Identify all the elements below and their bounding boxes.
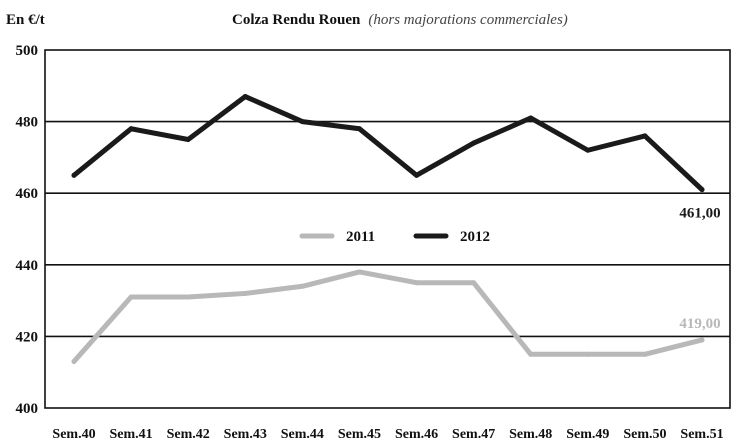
data-point-2011 <box>356 269 362 275</box>
y-axis-unit-label: En €/t <box>6 12 45 28</box>
data-point-2011 <box>585 351 591 357</box>
data-point-2012 <box>414 172 420 178</box>
y-tick-label: 480 <box>16 115 39 131</box>
data-point-2011 <box>242 290 248 296</box>
data-point-2012 <box>585 147 591 153</box>
x-tick-label: Sem.51 <box>680 427 723 442</box>
chart-subtitle: (hors majorations commerciales) <box>368 12 568 28</box>
x-tick-label: Sem.42 <box>167 427 210 442</box>
end-value-label-2012: 461,00 <box>679 206 720 222</box>
legend-label-2012: 2012 <box>460 229 490 245</box>
data-point-2012 <box>471 140 477 146</box>
legend-label-2011: 2011 <box>346 229 375 245</box>
x-tick-label: Sem.49 <box>566 427 609 442</box>
x-tick-label: Sem.43 <box>224 427 267 442</box>
data-point-2011 <box>471 280 477 286</box>
x-tick-label: Sem.45 <box>338 427 381 442</box>
x-tick-label: Sem.50 <box>623 427 666 442</box>
series-line-2011 <box>71 269 705 364</box>
chart-title: Colza Rendu Rouen (hors majorations comme… <box>232 12 568 29</box>
data-point-2012 <box>699 187 705 193</box>
end-value-label-2011: 419,00 <box>679 316 720 332</box>
x-tick-label: Sem.44 <box>281 427 324 442</box>
x-tick-label: Sem.48 <box>509 427 552 442</box>
chart-title-main: Colza Rendu Rouen <box>232 12 361 28</box>
plot-frame <box>44 49 731 409</box>
data-point-2012 <box>642 133 648 139</box>
data-point-2012 <box>356 126 362 132</box>
data-point-2011 <box>528 351 534 357</box>
y-tick-label: 460 <box>16 186 39 202</box>
x-tick-label: Sem.40 <box>52 427 95 442</box>
x-tick-label: Sem.46 <box>395 427 438 442</box>
x-tick-label: Sem.41 <box>110 427 153 442</box>
y-tick-label: 440 <box>16 258 39 274</box>
data-point-2011 <box>699 337 705 343</box>
x-tick-label: Sem.47 <box>452 427 495 442</box>
data-point-2012 <box>528 115 534 121</box>
data-point-2011 <box>299 283 305 289</box>
data-point-2012 <box>185 137 191 142</box>
data-point-2011 <box>414 280 420 286</box>
data-point-2011 <box>71 358 77 364</box>
y-tick-label: 500 <box>16 43 39 59</box>
data-point-2011 <box>185 294 191 300</box>
data-point-2011 <box>128 294 134 300</box>
data-point-2011 <box>642 351 648 357</box>
series-line-2012 <box>71 94 705 193</box>
data-point-2012 <box>242 94 248 100</box>
y-tick-label: 400 <box>16 401 39 417</box>
data-point-2012 <box>71 172 77 178</box>
y-tick-label: 420 <box>16 329 39 345</box>
data-point-2012 <box>299 119 305 125</box>
data-point-2012 <box>128 126 134 132</box>
